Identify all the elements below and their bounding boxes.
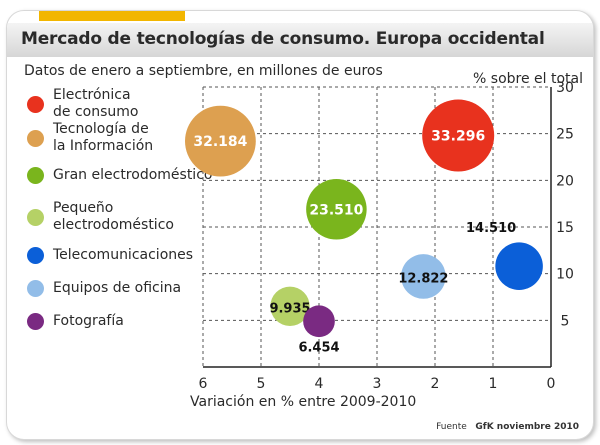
accent-bar bbox=[39, 11, 185, 21]
y-tick-label: 20 bbox=[556, 173, 574, 189]
bubble bbox=[495, 242, 543, 290]
x-axis-label: Variación en % entre 2009-2010 bbox=[190, 394, 417, 410]
y-axis-label: % sobre el total bbox=[473, 71, 583, 87]
bubble-value-label: 14.510 bbox=[466, 221, 516, 236]
bubble bbox=[270, 286, 310, 326]
y-tick-label: 25 bbox=[556, 127, 574, 143]
x-tick-label: 1 bbox=[489, 376, 498, 392]
legend-swatch bbox=[27, 167, 44, 184]
legend-label: Tecnología de la Información bbox=[53, 121, 154, 154]
legend-swatch bbox=[27, 95, 44, 113]
chart-title: Mercado de tecnologías de consumo. Europ… bbox=[21, 29, 545, 49]
bubble bbox=[401, 254, 446, 299]
source-note: Fuente GfK noviembre 2010 bbox=[436, 422, 579, 432]
bubble-value-label: 33.296 bbox=[431, 129, 485, 145]
x-tick-label: 6 bbox=[199, 376, 208, 392]
legend-item: Pequeño electrodoméstico bbox=[27, 200, 174, 234]
legend-label: Pequeño electrodoméstico bbox=[53, 200, 174, 233]
bubble bbox=[306, 179, 367, 240]
bubble-chart: 6 5 4 3 2 1 05101520253033.29632.18423.5109.93… bbox=[185, 80, 574, 392]
legend-item: Tecnología de la Información bbox=[27, 121, 153, 155]
x-tick-label: 4 bbox=[315, 376, 324, 392]
legend-swatch bbox=[27, 129, 44, 147]
legend-item: Telecomunicaciones bbox=[27, 247, 193, 264]
y-tick-label: 30 bbox=[556, 80, 574, 96]
x-tick-label: 3 bbox=[373, 376, 382, 392]
legend-item: Gran electrodoméstico bbox=[27, 167, 212, 184]
y-tick-label: 15 bbox=[556, 220, 574, 236]
infographic-card: Mercado de tecnologías de consumo. Europ… bbox=[6, 10, 594, 440]
legend-item: Electrónica de consumo bbox=[27, 87, 138, 121]
legend-label: Telecomunicaciones bbox=[53, 247, 194, 263]
legend-label: Equipos de oficina bbox=[53, 280, 182, 296]
legend-swatch bbox=[27, 280, 44, 297]
y-tick-label: 10 bbox=[556, 267, 574, 283]
bubble bbox=[422, 99, 495, 172]
x-tick-label: 5 bbox=[257, 376, 266, 392]
legend-label: Fotografía bbox=[53, 313, 124, 329]
source-prefix: Fuente bbox=[436, 422, 467, 432]
legend-label: Electrónica de consumo bbox=[53, 87, 139, 120]
legend-item: Equipos de oficina bbox=[27, 280, 181, 297]
legend-swatch bbox=[27, 313, 44, 330]
y-tick-label: 5 bbox=[561, 313, 570, 329]
legend-swatch bbox=[27, 208, 44, 226]
bubble bbox=[303, 305, 335, 338]
title-bar: Mercado de tecnologías de consumo. Europ… bbox=[7, 23, 593, 57]
legend-label: Gran electrodoméstico bbox=[53, 167, 213, 183]
bubble-value-label: 6.454 bbox=[298, 340, 339, 355]
chart-subtitle: Datos de enero a septiembre, en millones… bbox=[24, 63, 383, 79]
bubble-value-label: 12.822 bbox=[398, 271, 448, 286]
bubble-value-label: 9.935 bbox=[269, 301, 310, 316]
bubble-value-label: 23.510 bbox=[309, 202, 363, 218]
legend-item: Fotografía bbox=[27, 313, 124, 330]
bubble-value-label: 32.184 bbox=[193, 134, 247, 150]
bubble bbox=[185, 105, 256, 177]
x-tick-label: 0 bbox=[547, 376, 556, 392]
source-name: GfK noviembre 2010 bbox=[475, 422, 579, 432]
legend-swatch bbox=[27, 247, 44, 264]
x-tick-label: 2 bbox=[431, 376, 440, 392]
